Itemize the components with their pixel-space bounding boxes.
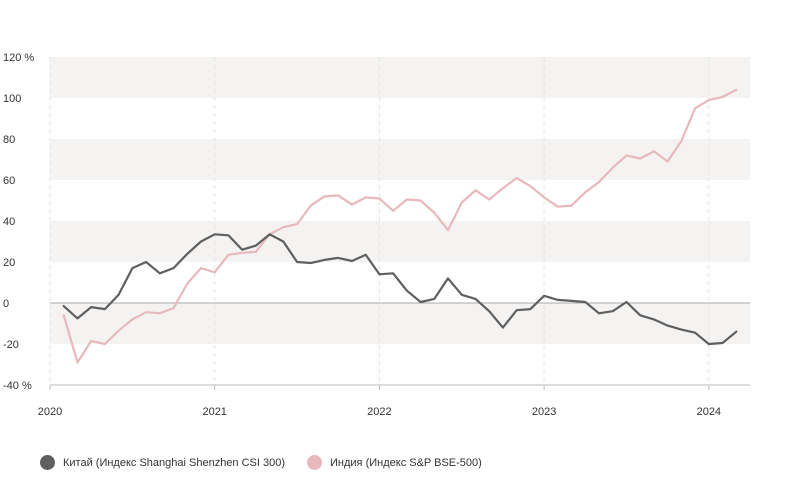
grid-band xyxy=(50,139,750,180)
y-tick-label: 0 xyxy=(3,298,9,310)
legend-label-india: Индия (Индекс S&P BSE-500) xyxy=(330,456,482,469)
y-tick-label: 100 xyxy=(3,93,21,105)
legend-item-india[interactable]: Индия (Индекс S&P BSE-500) xyxy=(307,455,482,470)
y-tick-label: 40 xyxy=(3,216,15,228)
x-tick-label: 2022 xyxy=(367,406,391,418)
y-tick-label: 20 xyxy=(3,257,15,269)
legend-label-china: Китай (Индекс Shanghai Shenzhen CSI 300) xyxy=(63,456,286,469)
series-line-india xyxy=(62,88,738,364)
y-tick-label: 120 % xyxy=(3,52,34,64)
y-axis: 120 % 100 80 60 40 20 0 -20 -40 % xyxy=(3,52,34,392)
x-tick-label: 2024 xyxy=(697,406,721,418)
x-tick-label: 2020 xyxy=(38,406,62,418)
legend-marker-china xyxy=(40,455,55,470)
y-tick-label: -20 xyxy=(3,339,19,351)
vertical-gridlines xyxy=(49,57,710,385)
y-tick-label: -40 % xyxy=(3,380,32,392)
x-axis: 2020 2021 2022 2023 2024 xyxy=(38,385,721,418)
y-tick-label: 80 xyxy=(3,134,15,146)
x-tick-label: 2021 xyxy=(202,406,226,418)
legend: Китай (Индекс Shanghai Shenzhen CSI 300)… xyxy=(40,455,482,470)
legend-marker-india xyxy=(307,455,323,470)
series-line-china xyxy=(62,233,738,346)
series-lines xyxy=(62,88,738,364)
grid-band xyxy=(50,57,750,98)
x-tick-label: 2023 xyxy=(532,406,556,418)
grid-bands xyxy=(50,57,750,344)
y-tick-label: 60 xyxy=(3,175,15,187)
grid-band xyxy=(50,303,750,344)
grid-band xyxy=(50,221,750,262)
legend-item-china[interactable]: Китай (Индекс Shanghai Shenzhen CSI 300) xyxy=(40,455,285,470)
